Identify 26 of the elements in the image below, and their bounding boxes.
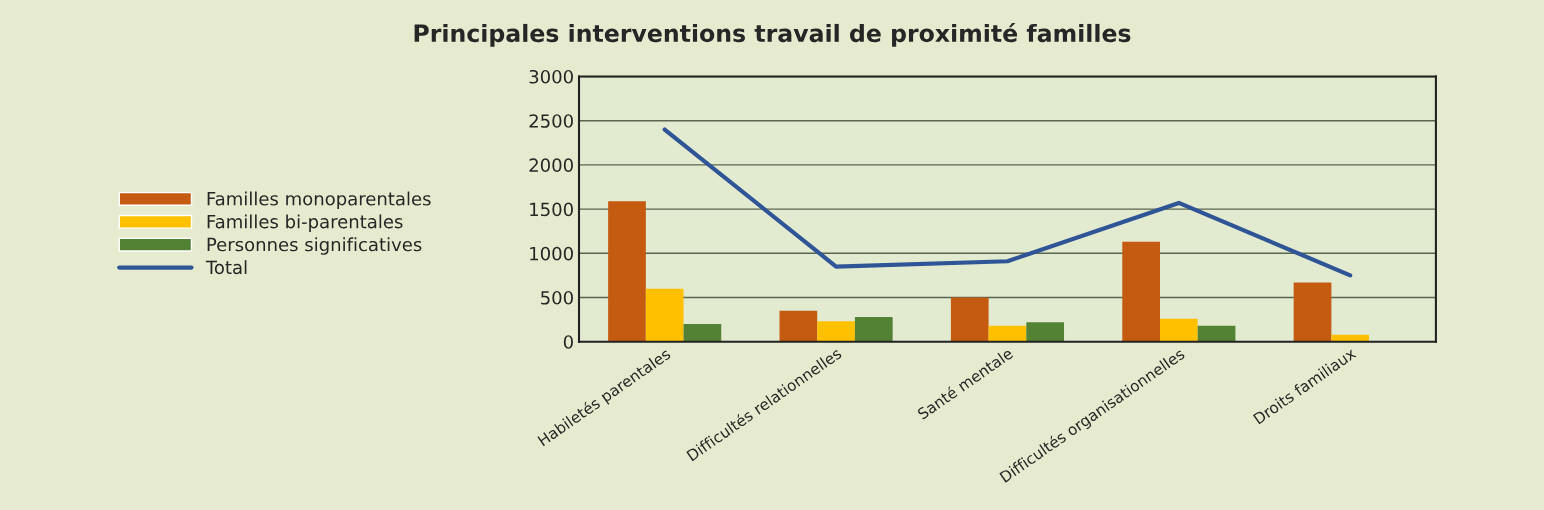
y-tick-label: 1500: [530, 202, 573, 217]
legend-label: Familles bi-parentales: [207, 214, 403, 232]
y-tick-label: 2000: [529, 158, 573, 173]
bar: [779, 310, 818, 342]
y-tick-label: 1000: [530, 246, 573, 261]
bar: [645, 288, 684, 342]
bar: [988, 325, 1027, 342]
bar: [1159, 318, 1198, 342]
y-tick-label: 500: [541, 290, 573, 305]
bar: [1293, 282, 1332, 342]
y-tick-label: 2500: [529, 114, 573, 128]
y-tick-label: 0: [563, 335, 573, 349]
bar: [608, 201, 646, 342]
bar: [1122, 241, 1160, 342]
bar: [1026, 322, 1065, 342]
bar: [683, 324, 722, 342]
line-series: [662, 127, 1353, 278]
legend-label: Total: [205, 260, 247, 275]
bar: [817, 321, 855, 342]
legend-label: Familles monoparentales: [207, 191, 431, 209]
legend-label: Personnes significatives: [207, 237, 422, 255]
chart-title: Principales interventions travail de proximité familles: [414, 22, 1131, 47]
bar: [950, 297, 989, 342]
y-tick-label: 3000: [529, 69, 573, 84]
bar: [854, 316, 893, 342]
bar: [1197, 325, 1236, 342]
